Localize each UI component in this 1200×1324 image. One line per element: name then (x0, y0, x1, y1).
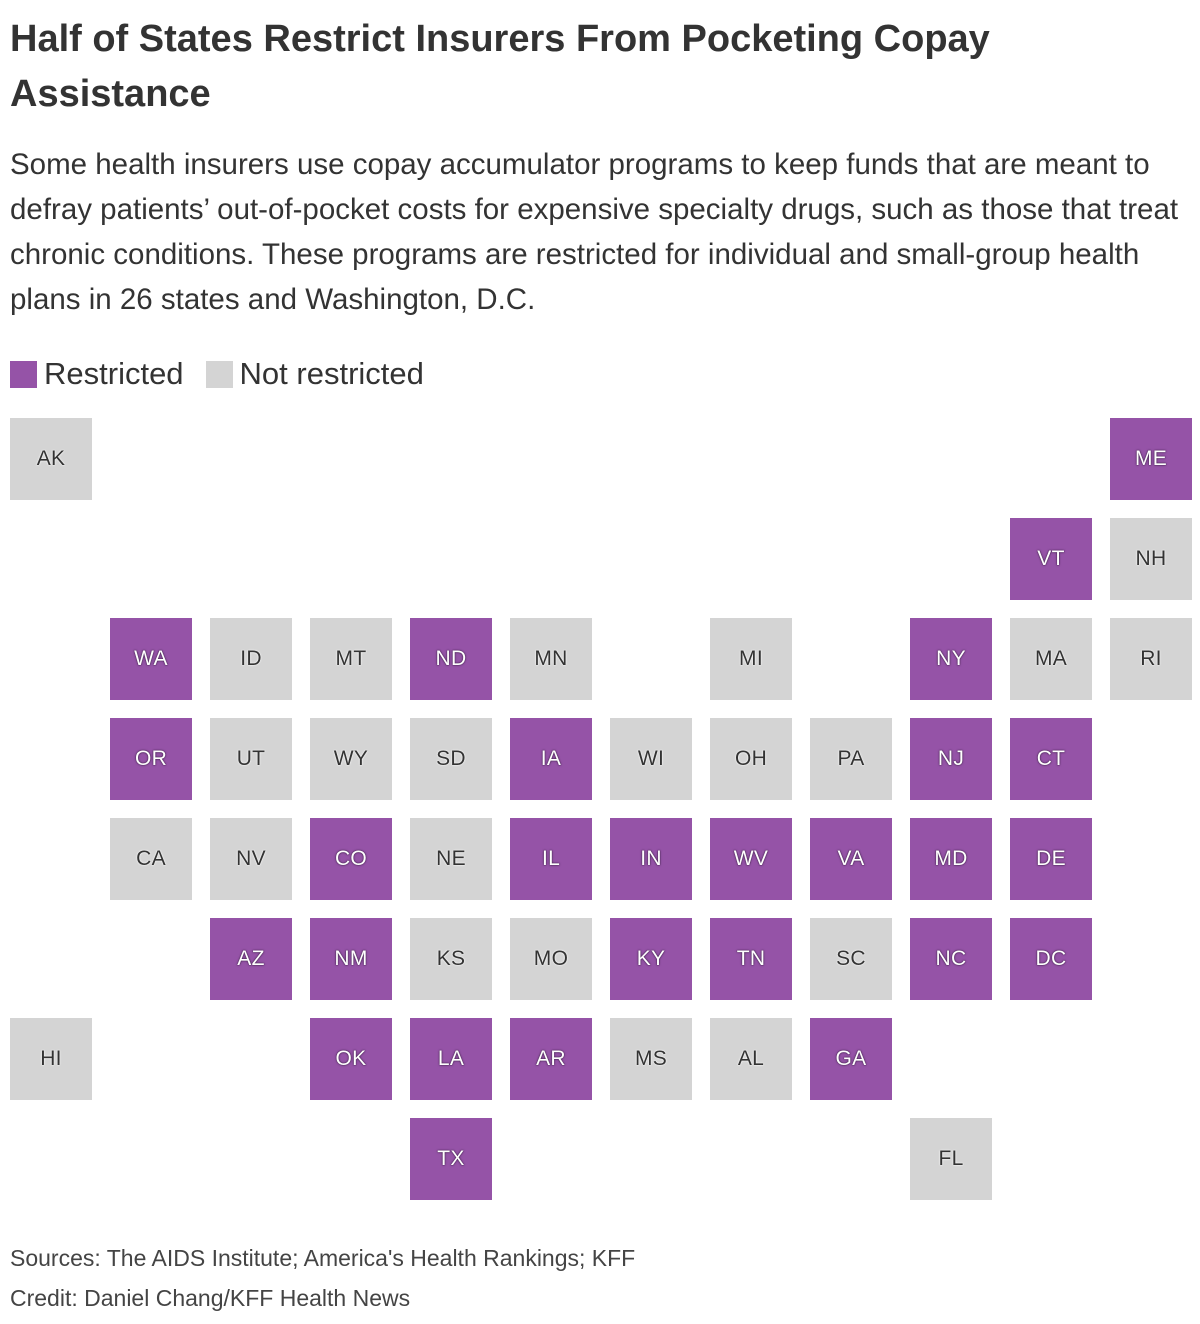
state-tile-mn[interactable]: MN (510, 618, 592, 700)
state-tile-co[interactable]: CO (310, 818, 392, 900)
state-tile-tx[interactable]: TX (410, 1118, 492, 1200)
footer: Sources: The AIDS Institute; America's H… (10, 1238, 635, 1318)
state-tile-or[interactable]: OR (110, 718, 192, 800)
chart-subtitle: Some health insurers use copay accumulat… (10, 148, 1179, 316)
sources-note: Sources: The AIDS Institute; America's H… (10, 1245, 636, 1271)
legend-item-not-restricted: Not restricted (205, 356, 424, 392)
legend-label-not-restricted: Not restricted (239, 356, 424, 391)
state-tile-fl[interactable]: FL (910, 1118, 992, 1200)
chart-title: Half of States Restrict Insurers From Po… (10, 18, 990, 115)
state-tile-ma[interactable]: MA (1010, 618, 1092, 700)
state-tile-nv[interactable]: NV (210, 818, 292, 900)
state-tile-al[interactable]: AL (710, 1018, 792, 1100)
state-tile-de[interactable]: DE (1010, 818, 1092, 900)
state-tile-nc[interactable]: NC (910, 918, 992, 1000)
state-tile-ut[interactable]: UT (210, 718, 292, 800)
state-tile-ar[interactable]: AR (510, 1018, 592, 1100)
state-tile-ks[interactable]: KS (410, 918, 492, 1000)
state-tile-hi[interactable]: HI (10, 1018, 92, 1100)
state-tile-ne[interactable]: NE (410, 818, 492, 900)
state-tile-ny[interactable]: NY (910, 618, 992, 700)
state-tile-va[interactable]: VA (810, 818, 892, 900)
state-tile-ct[interactable]: CT (1010, 718, 1092, 800)
credit-note: Credit: Daniel Chang/KFF Health News (10, 1285, 411, 1311)
legend-swatch-restricted (10, 360, 37, 388)
state-tile-nd[interactable]: ND (410, 618, 492, 700)
state-tile-ms[interactable]: MS (610, 1018, 692, 1100)
state-tile-mo[interactable]: MO (510, 918, 592, 1000)
state-tile-md[interactable]: MD (910, 818, 992, 900)
state-tile-id[interactable]: ID (210, 618, 292, 700)
state-tile-ak[interactable]: AK (10, 418, 92, 500)
legend-label-restricted: Restricted (44, 356, 184, 391)
state-tile-sd[interactable]: SD (410, 718, 492, 800)
state-tile-ky[interactable]: KY (610, 918, 692, 1000)
state-tile-nh[interactable]: NH (1110, 518, 1192, 600)
state-tile-az[interactable]: AZ (210, 918, 292, 1000)
state-tile-pa[interactable]: PA (810, 718, 892, 800)
legend-swatch-not-restricted (205, 360, 233, 388)
state-tile-tn[interactable]: TN (710, 918, 792, 1000)
state-tile-il[interactable]: IL (510, 818, 592, 900)
state-tile-ca[interactable]: CA (110, 818, 192, 900)
state-tile-ok[interactable]: OK (310, 1018, 392, 1100)
state-tile-me[interactable]: ME (1110, 418, 1192, 500)
state-tile-wy[interactable]: WY (310, 718, 392, 800)
state-tile-nm[interactable]: NM (310, 918, 392, 1000)
state-tile-sc[interactable]: SC (810, 918, 892, 1000)
state-tile-mi[interactable]: MI (710, 618, 792, 700)
state-tile-in[interactable]: IN (610, 818, 692, 900)
state-tile-la[interactable]: LA (410, 1018, 492, 1100)
state-tile-wv[interactable]: WV (710, 818, 792, 900)
state-tile-ri[interactable]: RI (1110, 618, 1192, 700)
state-tile-mt[interactable]: MT (310, 618, 392, 700)
state-tile-ia[interactable]: IA (510, 718, 592, 800)
state-tile-ga[interactable]: GA (810, 1018, 892, 1100)
state-tile-vt[interactable]: VT (1010, 518, 1092, 600)
legend-item-restricted: Restricted (10, 356, 184, 392)
state-tile-dc[interactable]: DC (1010, 918, 1092, 1000)
state-tile-wa[interactable]: WA (110, 618, 192, 700)
state-tile-nj[interactable]: NJ (910, 718, 992, 800)
legend: Restricted Not restricted (10, 354, 446, 394)
state-tile-wi[interactable]: WI (610, 718, 692, 800)
state-tile-oh[interactable]: OH (710, 718, 792, 800)
